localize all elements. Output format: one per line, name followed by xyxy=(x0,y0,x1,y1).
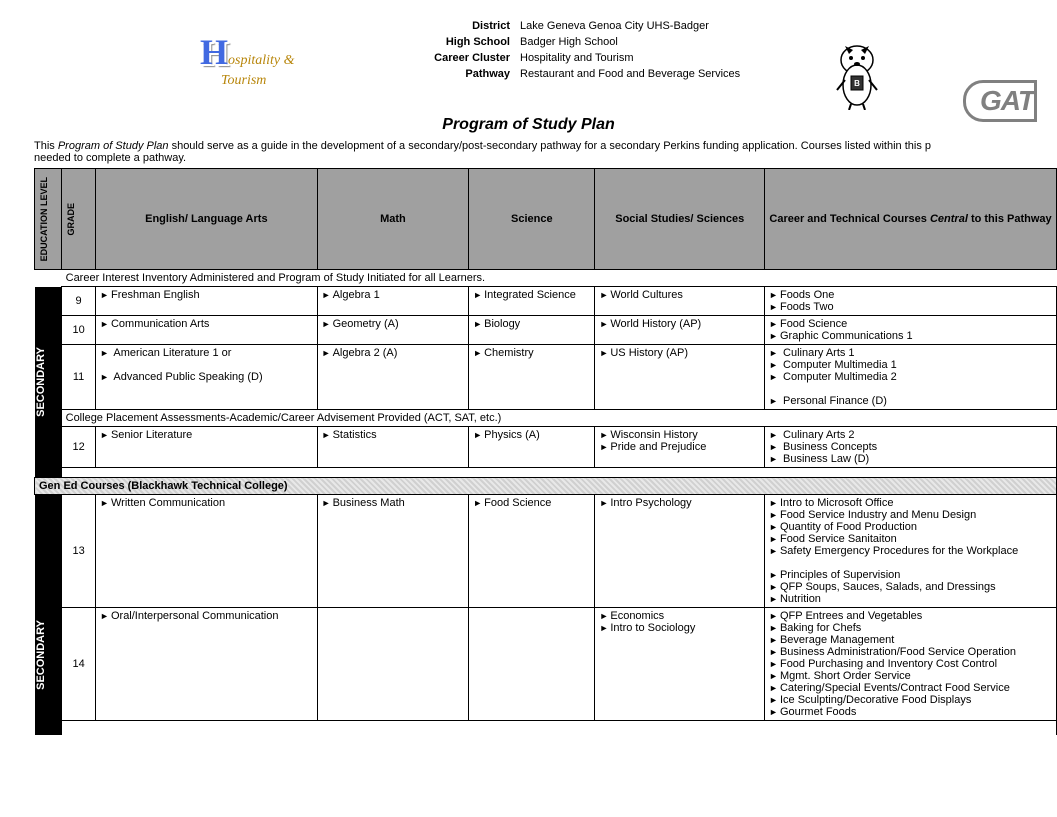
col-education-level: EDUCATION LEVEL xyxy=(35,169,62,270)
label-pathway: Pathway xyxy=(420,68,520,80)
g14-ss: EconomicsIntro to Sociology xyxy=(595,608,765,721)
g14-sci xyxy=(469,608,595,721)
g12-math: Statistics xyxy=(317,427,469,468)
grade-13: 13 xyxy=(62,495,96,608)
hospitality-logo: Hospitality & Tourism xyxy=(200,20,380,100)
g13-cte: Intro to Microsoft OfficeFood Service In… xyxy=(765,495,1057,608)
grade-14: 14 xyxy=(62,608,96,721)
g10-math: Geometry (A) xyxy=(317,316,469,345)
grade-12: 12 xyxy=(62,427,96,468)
grade-14-row: 14 Oral/Interpersonal Communication Econ… xyxy=(35,608,1057,721)
label-highschool: High School xyxy=(420,36,520,48)
label-cluster: Career Cluster xyxy=(420,52,520,64)
label-district: District xyxy=(420,20,520,32)
gat-logo: GAT xyxy=(963,80,1037,122)
value-pathway: Restaurant and Food and Beverage Service… xyxy=(520,68,740,80)
g14-ela: Oral/Interpersonal Communication xyxy=(96,608,318,721)
g13-ss: Intro Psychology xyxy=(595,495,765,608)
band-career-interest: Career Interest Inventory Administered a… xyxy=(62,270,1057,287)
svg-text:B: B xyxy=(854,79,860,88)
g9-cte: Foods OneFoods Two xyxy=(765,287,1057,316)
band-college-placement: College Placement Assessments-Academic/C… xyxy=(62,410,1057,427)
header-info: DistrictLake Geneva Genoa City UHS-Badge… xyxy=(420,20,740,84)
col-science: Science xyxy=(469,169,595,270)
value-cluster: Hospitality and Tourism xyxy=(520,52,634,64)
grade-13-row: SECONDARY 13 Written Communication Busin… xyxy=(35,495,1057,608)
g13-sci: Food Science xyxy=(469,495,595,608)
g11-cte: Culinary Arts 1 Computer Multimedia 1 Co… xyxy=(765,345,1057,410)
header: Hospitality & Tourism DistrictLake Genev… xyxy=(0,0,1057,110)
grade-11: 11 xyxy=(62,345,96,410)
gened-band: Gen Ed Courses (Blackhawk Technical Coll… xyxy=(35,478,1057,495)
grade-11-row: 11 American Literature 1 or Advanced Pub… xyxy=(35,345,1057,410)
col-ela: English/ Language Arts xyxy=(96,169,318,270)
g10-cte: Food ScienceGraphic Communications 1 xyxy=(765,316,1057,345)
col-math: Math xyxy=(317,169,469,270)
g13-ela: Written Communication xyxy=(96,495,318,608)
g11-ela: American Literature 1 or Advanced Public… xyxy=(96,345,318,410)
g11-sci: Chemistry xyxy=(469,345,595,410)
g12-sci: Physics (A) xyxy=(469,427,595,468)
secondary-band: SECONDARY xyxy=(35,287,62,478)
g11-ss: US History (AP) xyxy=(595,345,765,410)
grade-9: 9 xyxy=(62,287,96,316)
grade-9-row: SECONDARY 9 Freshman English Algebra 1 I… xyxy=(35,287,1057,316)
value-highschool: Badger High School xyxy=(520,36,618,48)
g12-cte: Culinary Arts 2 Business Concepts Busine… xyxy=(765,427,1057,468)
grade-10: 10 xyxy=(62,316,96,345)
intro-text: This Program of Study Plan should serve … xyxy=(0,140,1057,168)
study-plan-table: EDUCATION LEVEL GRADE English/ Language … xyxy=(34,168,1057,735)
g9-sci: Integrated Science xyxy=(469,287,595,316)
col-grade: GRADE xyxy=(62,169,96,270)
col-social-studies: Social Studies/ Sciences xyxy=(595,169,765,270)
g12-ela: Senior Literature xyxy=(96,427,318,468)
g14-cte: QFP Entrees and VegetablesBaking for Che… xyxy=(765,608,1057,721)
header-row: EDUCATION LEVEL GRADE English/ Language … xyxy=(35,169,1057,270)
g13-math: Business Math xyxy=(317,495,469,608)
g10-ss: World History (AP) xyxy=(595,316,765,345)
grade-10-row: 10 Communication Arts Geometry (A) Biolo… xyxy=(35,316,1057,345)
page-title: Program of Study Plan xyxy=(0,116,1057,134)
g9-ss: World Cultures xyxy=(595,287,765,316)
g11-math: Algebra 2 (A) xyxy=(317,345,469,410)
g12-ss: Wisconsin HistoryPride and Prejudice xyxy=(595,427,765,468)
value-district: Lake Geneva Genoa City UHS-Badger xyxy=(520,20,709,32)
g14-math xyxy=(317,608,469,721)
secondary-band-2: SECONDARY xyxy=(35,495,62,735)
g10-ela: Communication Arts xyxy=(96,316,318,345)
badger-mascot-icon: B xyxy=(827,40,887,110)
grade-12-row: 12 Senior Literature Statistics Physics … xyxy=(35,427,1057,468)
g9-math: Algebra 1 xyxy=(317,287,469,316)
col-cte: Career and Technical Courses Central to … xyxy=(765,169,1057,270)
g9-ela: Freshman English xyxy=(96,287,318,316)
g10-sci: Biology xyxy=(469,316,595,345)
